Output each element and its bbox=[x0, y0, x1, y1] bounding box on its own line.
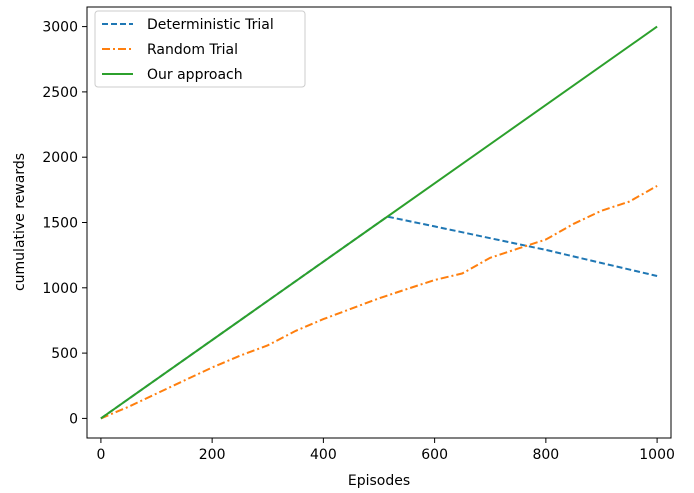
x-tick-label: 1000 bbox=[639, 447, 675, 463]
series-layer bbox=[100, 25, 658, 420]
legend-box bbox=[94, 10, 306, 88]
x-tick-label: 200 bbox=[199, 447, 226, 463]
y-tick-label: 1500 bbox=[42, 216, 78, 232]
x-tick-label: 600 bbox=[421, 447, 448, 463]
x-tick-label: 0 bbox=[96, 447, 105, 463]
legend-label: Deterministic Trial bbox=[147, 17, 274, 33]
legend-label: Our approach bbox=[147, 67, 243, 83]
legend: Deterministic Trial Random Trial Our appro… bbox=[94, 10, 306, 88]
y-tick-label: 2500 bbox=[42, 85, 78, 101]
y-tick-label: 0 bbox=[69, 411, 78, 427]
y-tick-label: 3000 bbox=[42, 20, 78, 36]
y-tick-label: 2000 bbox=[42, 150, 78, 166]
x-tick-label: 400 bbox=[310, 447, 337, 463]
y-axis-title: cumulative rewards bbox=[12, 153, 28, 291]
x-tick-label: 800 bbox=[532, 447, 559, 463]
series-line-0 bbox=[100, 215, 658, 420]
ticks-layer: 0 200 400 600 800 1000 0 500 1000 1500 2000 2500 300… bbox=[42, 20, 675, 463]
series-line-1 bbox=[100, 185, 658, 420]
x-axis-title: Episodes bbox=[348, 473, 410, 489]
legend-label: Random Trial bbox=[147, 42, 238, 58]
series-line-2 bbox=[100, 25, 658, 420]
y-tick-label: 500 bbox=[51, 346, 78, 362]
y-tick-label: 1000 bbox=[42, 281, 78, 297]
